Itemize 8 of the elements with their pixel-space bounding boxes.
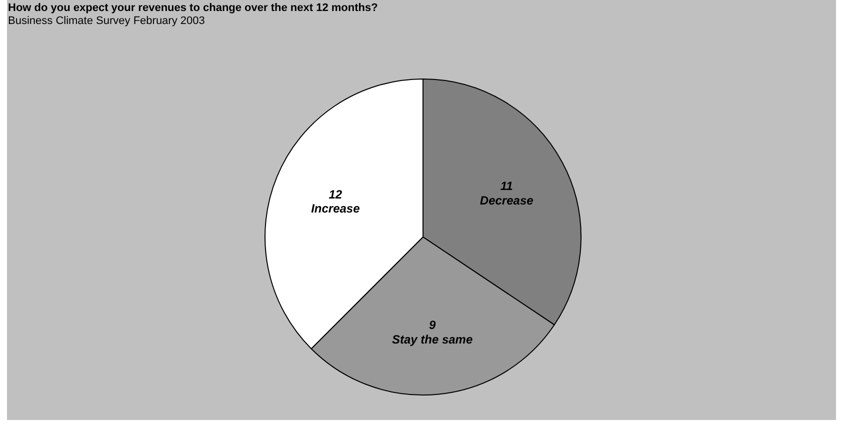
text: Business Climate Survey February 2003 bbox=[8, 15, 205, 27]
data-label: 12 bbox=[328, 187, 342, 202]
data-label: 9 bbox=[428, 318, 436, 332]
chart-title: How do you expect your revenues to change over the next 12 months? bbox=[8, 2, 378, 14]
slice-label: Decrease bbox=[480, 193, 534, 208]
data-label: 11 bbox=[500, 178, 514, 193]
slice-label: Stay the same bbox=[392, 332, 473, 346]
slice-label: Increase bbox=[311, 202, 360, 216]
